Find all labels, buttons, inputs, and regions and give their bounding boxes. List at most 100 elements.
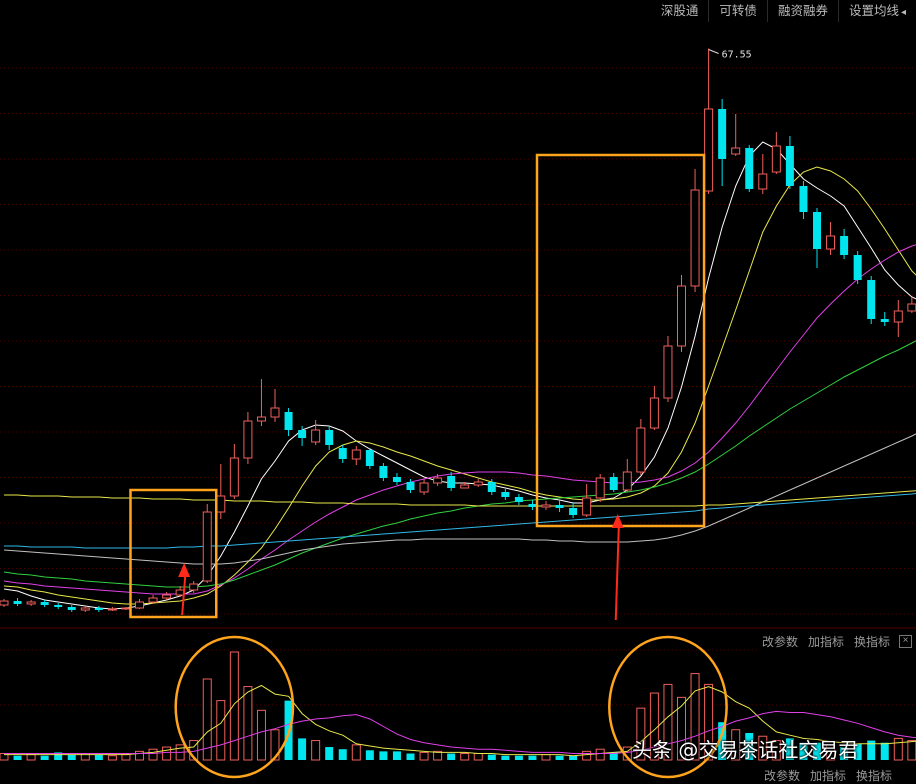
candle-body <box>325 430 334 445</box>
candle-body <box>216 495 226 513</box>
volume-bar <box>216 700 226 761</box>
ma-line-3 <box>3 340 916 588</box>
ma-line-5 <box>4 490 916 507</box>
candle-body <box>501 492 510 497</box>
tab-ma-settings[interactable]: 设置均线 ◂ <box>837 0 916 22</box>
candle-body <box>799 186 808 212</box>
tab-convertible-bond[interactable]: 可转债 <box>708 0 767 22</box>
candle-body <box>433 477 443 484</box>
candle-body <box>893 310 903 323</box>
candle-body <box>785 146 794 186</box>
candle-body <box>338 448 347 459</box>
candle-body <box>189 583 199 591</box>
volume-bar <box>826 744 836 761</box>
volume-bar <box>514 755 523 760</box>
candle-body <box>758 173 768 190</box>
candle-body <box>67 607 76 610</box>
volume-bar <box>487 754 496 760</box>
highlight-ellipse-0 <box>174 635 295 779</box>
volume-bar <box>595 748 605 761</box>
candle-body <box>473 481 483 486</box>
switch-indicator-button[interactable]: 换指标 <box>853 634 890 649</box>
candle-body <box>677 285 686 347</box>
volume-bar <box>13 755 22 760</box>
highlight-box-0 <box>129 488 218 619</box>
candle-body <box>284 412 293 430</box>
candle-body <box>202 511 212 582</box>
candle-body <box>487 482 496 492</box>
candle-body <box>80 607 90 611</box>
ma-line-6 <box>4 492 916 549</box>
volume-ma-line-1 <box>4 710 916 754</box>
volume-bar <box>54 752 63 760</box>
candle-body <box>351 449 361 460</box>
volume-bar <box>392 751 401 760</box>
candle-body <box>690 189 700 287</box>
candle-body <box>243 420 253 459</box>
candle-body <box>867 280 876 319</box>
candle-body <box>880 319 889 322</box>
indicator-toolbar: 改参数 加指标 换指标 × <box>757 632 912 650</box>
candle-body <box>148 597 158 603</box>
volume-bar <box>256 709 266 761</box>
edit-params-button-bottom[interactable]: 改参数 <box>763 768 800 783</box>
candle-body <box>704 108 714 192</box>
candle-body <box>270 407 280 418</box>
candle-body <box>514 497 523 502</box>
candle-body <box>229 457 239 497</box>
candle-body <box>26 601 36 605</box>
candle-body <box>649 397 659 429</box>
volume-bar <box>67 754 76 760</box>
volume-bar <box>148 748 158 761</box>
volume-bar <box>690 673 700 761</box>
red-arrow-icon <box>178 563 191 615</box>
chevron-left-icon: ◂ <box>900 7 906 18</box>
volume-bar <box>541 754 551 761</box>
candle-body <box>135 601 144 609</box>
volume-bar <box>907 740 916 761</box>
volume-bar <box>40 755 49 760</box>
volume-bar <box>270 729 280 761</box>
add-indicator-button[interactable]: 加指标 <box>807 634 844 649</box>
volume-bar <box>785 738 794 760</box>
top-toolbar: 深股通 可转债 融资融券 设置均线 ◂ <box>651 0 916 22</box>
ma-line-1 <box>3 166 916 605</box>
max-price-label: 67.55 <box>722 50 752 61</box>
candle-body <box>365 450 374 466</box>
volume-bar <box>528 755 537 760</box>
close-icon[interactable]: × <box>899 634 912 648</box>
volume-bar <box>880 742 889 760</box>
highlight-ellipse-1 <box>608 635 728 779</box>
volume-bar <box>569 755 578 760</box>
volume-bar <box>406 753 415 760</box>
volume-bar <box>229 651 239 761</box>
candle-body <box>40 602 49 605</box>
candle-body <box>54 605 63 607</box>
volume-bar <box>107 755 117 761</box>
volume-bar <box>433 750 443 761</box>
add-indicator-button-bottom[interactable]: 加指标 <box>809 768 846 783</box>
volume-bar <box>745 733 754 760</box>
volume-bar <box>704 683 714 761</box>
volume-bar <box>663 683 673 761</box>
tab-margin-trading[interactable]: 融资融券 <box>766 0 838 22</box>
candle-body <box>840 236 849 255</box>
volume-bar <box>325 747 334 760</box>
candle-body <box>731 147 741 155</box>
tab-shenzhen-connect[interactable]: 深股通 <box>660 3 699 18</box>
edit-params-button[interactable]: 改参数 <box>761 634 798 649</box>
candle-body <box>541 504 551 508</box>
candle-body <box>0 600 9 606</box>
candle-body <box>121 607 131 610</box>
volume-bar <box>582 750 592 761</box>
candle-body <box>256 416 266 422</box>
candle-body <box>826 235 836 250</box>
switch-indicator-button-bottom[interactable]: 换指标 <box>855 768 892 783</box>
volume-bar <box>501 755 510 760</box>
volume-bar <box>771 740 781 761</box>
candle-body <box>813 212 821 249</box>
volume-bar <box>338 749 347 760</box>
candle-body <box>528 504 537 507</box>
ma-settings-label: 设置均线 <box>848 3 899 18</box>
